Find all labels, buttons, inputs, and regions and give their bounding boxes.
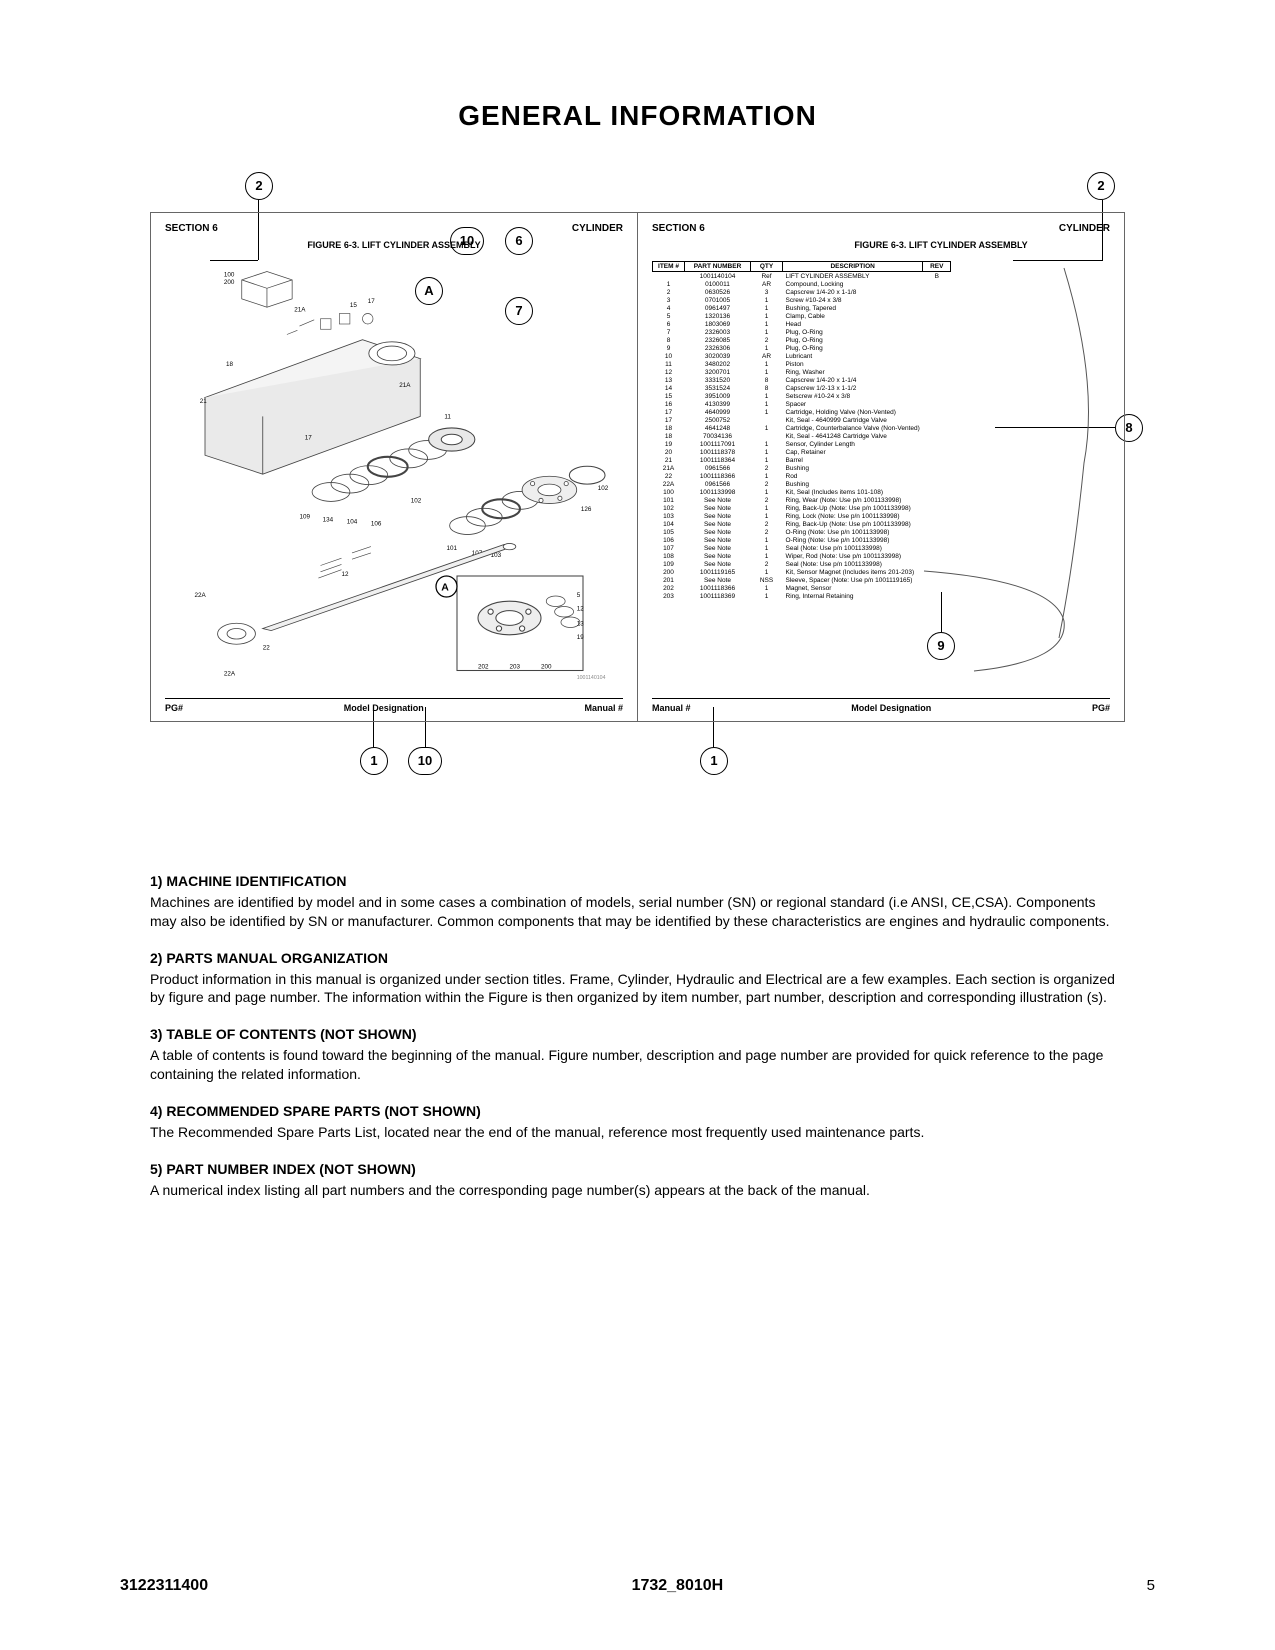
callout-10-bottom: 10 [408,747,442,775]
svg-text:22: 22 [263,645,271,652]
right-subtitle: FIGURE 6-3. LIFT CYLINDER ASSEMBLY [772,240,1110,250]
exploded-view: 100 200 [161,261,627,681]
section-heading: 1) MACHINE IDENTIFICATION [150,872,1125,891]
section-heading: 4) RECOMMENDED SPARE PARTS (NOT SHOWN) [150,1102,1125,1121]
svg-text:106: 106 [371,521,382,528]
lf-r: Manual # [584,703,623,713]
svg-text:18: 18 [226,361,234,368]
svg-text:21A: 21A [294,306,306,313]
lf-l: PG# [165,703,183,713]
svg-text:15: 15 [350,302,358,309]
section-text: The Recommended Spare Parts List, locate… [150,1123,1125,1142]
section-text: A table of contents is found toward the … [150,1046,1125,1084]
footer-center: 1732_8010H [632,1577,724,1595]
left-hdr-l: SECTION 6 [165,223,218,234]
svg-text:22A: 22A [195,592,207,599]
left-hdr-r: CYLINDER [572,223,623,234]
svg-text:104: 104 [347,519,358,526]
callout-1-right: 1 [700,747,728,775]
figure-area: 2 2 10 6 7 A 8 9 1 10 1 SECTION 6 CYLIND… [150,172,1125,792]
svg-text:126: 126 [581,506,592,513]
left-subtitle: FIGURE 6-3. LIFT CYLINDER ASSEMBLY [165,240,623,250]
svg-text:22A: 22A [224,671,236,678]
svg-text:17: 17 [368,298,376,305]
svg-text:102: 102 [411,498,422,505]
svg-text:A: A [441,582,449,594]
page-title: GENERAL INFORMATION [150,100,1125,132]
footer-left: 3122311400 [120,1577,208,1595]
svg-text:17: 17 [305,435,313,442]
svg-text:1001140104: 1001140104 [577,675,606,681]
section-text: A numerical index listing all part numbe… [150,1181,1125,1200]
svg-text:12: 12 [577,606,585,613]
footer-right: 5 [1147,1577,1155,1595]
svg-text:100: 100 [224,272,235,279]
section-heading: 3) TABLE OF CONTENTS (NOT SHOWN) [150,1025,1125,1044]
right-panel: SECTION 6 CYLINDER FIGURE 6-3. LIFT CYLI… [637,213,1124,721]
section-heading: 5) PART NUMBER INDEX (NOT SHOWN) [150,1160,1125,1179]
svg-text:19: 19 [577,634,585,641]
svg-text:109: 109 [300,513,311,520]
section-heading: 2) PARTS MANUAL ORGANIZATION [150,949,1125,968]
callout-1-left: 1 [360,747,388,775]
svg-text:203: 203 [510,663,521,670]
svg-text:5: 5 [577,592,581,599]
right-hdr-l: SECTION 6 [652,223,705,234]
svg-text:21A: 21A [399,382,411,389]
lf-c: Model Designation [344,703,424,713]
rf-l: Manual # [652,703,691,713]
info-sections: 1) MACHINE IDENTIFICATION Machines are id… [150,872,1125,1200]
section-text: Machines are identified by model and in … [150,893,1125,931]
svg-text:21: 21 [200,398,208,405]
svg-text:12: 12 [342,571,350,578]
svg-text:102: 102 [598,485,609,492]
callout-2-right: 2 [1087,172,1115,200]
svg-text:13: 13 [577,620,585,627]
left-panel: SECTION 6 CYLINDER FIGURE 6-3. LIFT CYLI… [151,213,637,721]
right-hdr-r: CYLINDER [1059,223,1110,234]
parts-table: ITEM #PART NUMBERQTYDESCRIPTIONREV 10011… [652,261,951,600]
rf-c: Model Designation [851,703,931,713]
svg-text:11: 11 [444,414,451,421]
svg-text:202: 202 [478,663,489,670]
svg-text:200: 200 [541,663,552,670]
rf-r: PG# [1092,703,1110,713]
svg-text:134: 134 [323,516,334,523]
callout-2-left: 2 [245,172,273,200]
section-text: Product information in this manual is or… [150,970,1125,1008]
svg-text:200: 200 [224,279,235,286]
svg-text:101: 101 [447,545,458,552]
page-footer: 3122311400 1732_8010H 5 [120,1577,1155,1595]
